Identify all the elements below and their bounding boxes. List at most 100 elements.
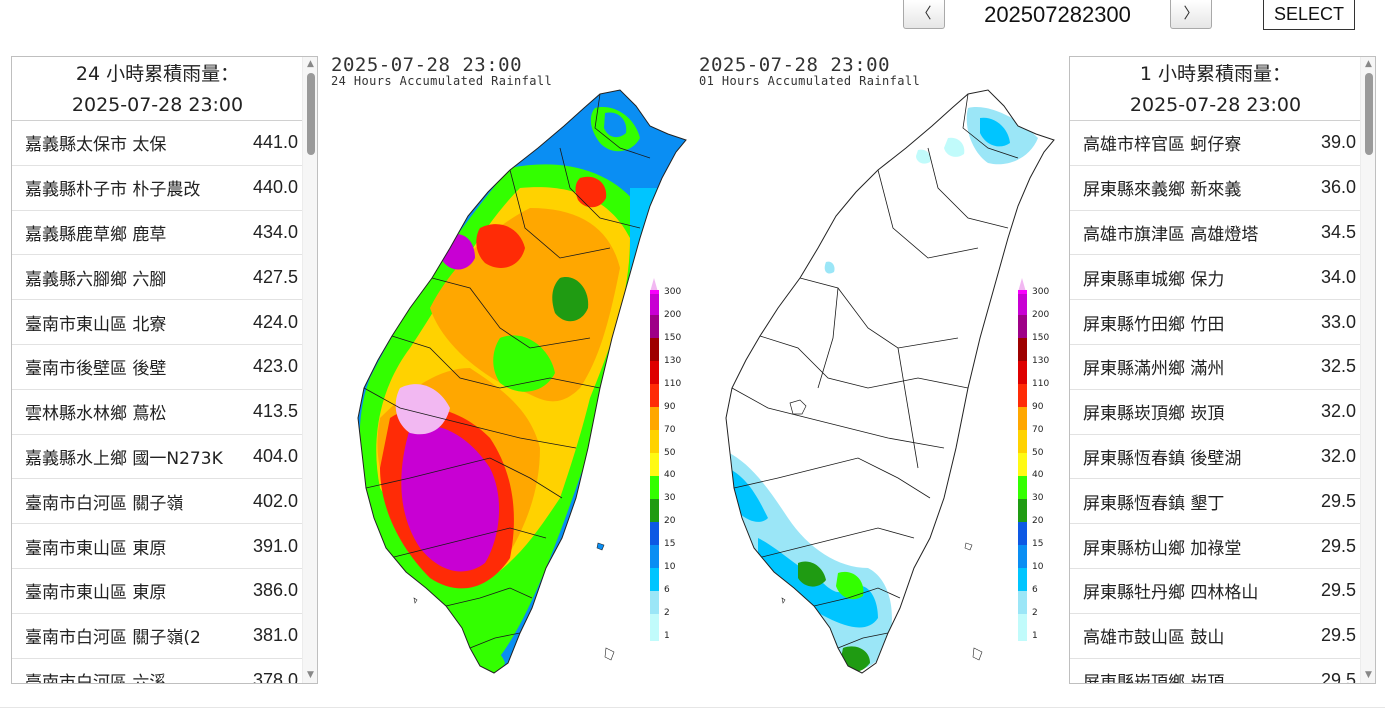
ranking-row[interactable]: 屏東縣牡丹鄉 四林格山 29.5 xyxy=(1070,569,1361,614)
rainfall-value: 32.0 xyxy=(1320,445,1356,466)
ranking-row[interactable]: 臺南市白河區 關子嶺(2 381.0 xyxy=(12,614,303,659)
rainfall-value: 29.5 xyxy=(1320,669,1356,684)
station-name: 屏東縣車城鄉 保力 xyxy=(1083,269,1225,290)
legend-label: 15 xyxy=(1032,539,1044,550)
rainfall-value: 413.5 xyxy=(252,401,298,422)
legend-swatch xyxy=(1018,452,1027,476)
ranking-row[interactable]: 屏東縣竹田鄉 竹田 33.0 xyxy=(1070,300,1361,345)
rainfall-value: 34.5 xyxy=(1320,221,1356,242)
station-name: 嘉義縣太保市 太保 xyxy=(25,135,167,156)
ranking-list-24h[interactable]: 嘉義縣太保市 太保 441.0 嘉義縣朴子市 朴子農改 440.0 嘉義縣鹿草鄉 鹿草 4… xyxy=(12,121,303,684)
ranking-row[interactable]: 嘉義縣鹿草鄉 鹿草 434.0 xyxy=(12,211,303,256)
legend-swatch xyxy=(1018,475,1027,499)
legend-label: 200 xyxy=(664,309,682,320)
ranking-row[interactable]: 嘉義縣朴子市 朴子農改 440.0 xyxy=(12,166,303,211)
ranking-row[interactable]: 屏東縣枋山鄉 加祿堂 29.5 xyxy=(1070,524,1361,569)
station-name: 嘉義縣六腳鄉 六腳 xyxy=(25,269,167,290)
scrollbar-24h[interactable]: ▲ ▼ xyxy=(302,57,317,683)
station-name: 屏東縣來義鄉 新來義 xyxy=(1083,180,1242,201)
rainfall-value: 29.5 xyxy=(1320,580,1356,601)
legend-label: 1 xyxy=(664,631,670,641)
station-name: 屏東縣竹田鄉 竹田 xyxy=(1083,314,1225,335)
legend-label: 10 xyxy=(664,562,676,573)
station-name: 屏東縣枋山鄉 加祿堂 xyxy=(1083,538,1242,559)
legend-swatch xyxy=(1018,429,1027,454)
station-name: 嘉義縣水上鄉 國一N273K xyxy=(25,448,223,469)
ranking-row[interactable]: 臺南市後壁區 後壁 423.0 xyxy=(12,345,303,390)
station-name: 屏東縣牡丹鄉 四林格山 xyxy=(1083,583,1259,604)
scroll-up-arrow-icon[interactable]: ▲ xyxy=(307,59,314,69)
next-time-button[interactable]: 〉 xyxy=(1170,0,1212,29)
ranking-row[interactable]: 屏東縣恆春鎮 墾丁 29.5 xyxy=(1070,479,1361,525)
rainfall-value: 378.0 xyxy=(252,669,298,684)
legend-swatch xyxy=(1018,290,1027,294)
station-name: 臺南市後壁區 後壁 xyxy=(25,359,167,380)
legend-swatch xyxy=(650,383,659,408)
panel-title-1h-line1: 1 小時累積雨量： xyxy=(1139,63,1292,85)
ranking-list-1h[interactable]: 高雄市梓官區 蚵仔寮 39.0 屏東縣來義鄉 新來義 36.0 高雄市旗津區 高雄燈塔 3… xyxy=(1070,121,1361,684)
ranking-panel-1h[interactable]: 1 小時累積雨量： 2025-07-28 23:00 高雄市梓官區 蚵仔寮 39.… xyxy=(1069,56,1376,684)
previous-time-button[interactable]: 〈 xyxy=(903,0,945,29)
select-button[interactable]: SELECT xyxy=(1263,0,1355,30)
legend-label: 50 xyxy=(664,447,676,458)
station-name: 高雄市旗津區 高雄燈塔 xyxy=(1083,224,1259,245)
legend-swatch xyxy=(1018,613,1027,637)
ranking-row[interactable]: 臺南市東山區 東原 386.0 xyxy=(12,569,303,614)
scroll-thumb[interactable] xyxy=(1365,73,1373,155)
map-1h-title-block: 2025-07-28 23:00 01 Hours Accumulated Ra… xyxy=(699,55,920,88)
station-name: 高雄市鼓山區 鼓山 xyxy=(1083,628,1225,649)
ranking-row[interactable]: 雲林縣水林鄉 蔦松 413.5 xyxy=(12,390,303,435)
rainfall-value: 29.5 xyxy=(1320,490,1356,511)
ranking-row[interactable]: 嘉義縣太保市 太保 441.0 xyxy=(12,121,303,166)
legend-label: 6 xyxy=(664,585,670,596)
legend-swatch xyxy=(1018,567,1027,591)
ranking-row[interactable]: 屏東縣恆春鎮 後壁湖 32.0 xyxy=(1070,435,1361,480)
ranking-row[interactable]: 臺南市東山區 東原 391.0 xyxy=(12,524,303,569)
rainfall-value: 33.0 xyxy=(1320,311,1356,332)
ranking-row[interactable]: 高雄市鼓山區 鼓山 29.5 xyxy=(1070,614,1361,659)
ranking-row[interactable]: 高雄市梓官區 蚵仔寮 39.0 xyxy=(1070,121,1361,166)
scroll-up-arrow-icon[interactable]: ▲ xyxy=(1365,59,1372,69)
ranking-row[interactable]: 高雄市旗津區 高雄燈塔 34.5 xyxy=(1070,211,1361,256)
legend-swatch xyxy=(650,567,659,591)
ranking-row[interactable]: 屏東縣滿州鄉 滿州 32.5 xyxy=(1070,345,1361,390)
station-name: 臺南市白河區 六溪 xyxy=(25,672,167,684)
ranking-row[interactable]: 嘉義縣六腳鄉 六腳 427.5 xyxy=(12,255,303,301)
scrollbar-1h[interactable]: ▲ ▼ xyxy=(1360,57,1375,683)
bottom-divider xyxy=(0,707,1385,708)
map-1h-subtitle: 01 Hours Accumulated Rainfall xyxy=(699,74,921,88)
legend-swatch xyxy=(650,475,659,499)
rainfall-value: 39.0 xyxy=(1320,132,1356,153)
ranking-row[interactable]: 屏東縣車城鄉 保力 34.0 xyxy=(1070,255,1361,301)
rainfall-value: 404.0 xyxy=(252,445,298,466)
ranking-panel-24h[interactable]: 24 小時累積雨量： 2025-07-28 23:00 嘉義縣太保市 太保 441… xyxy=(11,56,318,684)
legend-swatch xyxy=(650,452,659,476)
legend-label: 70 xyxy=(1032,424,1044,435)
ranking-row[interactable]: 屏東縣崁頂鄉 崁頂 32.0 xyxy=(1070,390,1361,435)
ranking-row[interactable]: 臺南市白河區 關子嶺 402.0 xyxy=(12,479,303,525)
ranking-row[interactable]: 臺南市東山區 北寮 424.0 xyxy=(12,300,303,345)
legend-top-arrow xyxy=(650,278,658,292)
panel-title-24h-line1: 24 小時累積雨量： xyxy=(75,63,240,85)
scroll-down-arrow-icon[interactable]: ▼ xyxy=(1365,670,1372,680)
legend-label: 90 xyxy=(664,401,676,412)
scroll-down-arrow-icon[interactable]: ▼ xyxy=(307,670,314,680)
legend-label: 110 xyxy=(1032,378,1050,389)
legend-swatch xyxy=(1018,406,1027,431)
scroll-thumb[interactable] xyxy=(307,73,315,155)
panel-title-1h: 1 小時累積雨量： 2025-07-28 23:00 xyxy=(1070,57,1361,121)
legend-swatch xyxy=(650,498,659,522)
panel-title-1h-line2: 2025-07-28 23:00 xyxy=(1129,94,1302,116)
rainfall-value: 386.0 xyxy=(252,580,298,601)
ranking-row[interactable]: 屏東縣來義鄉 新來義 36.0 xyxy=(1070,166,1361,211)
panel-title-24h: 24 小時累積雨量： 2025-07-28 23:00 xyxy=(12,57,303,121)
ranking-row[interactable]: 臺南市白河區 六溪 378.0 xyxy=(12,659,303,684)
rainfall-value: 424.0 xyxy=(252,311,298,332)
legend-label: 50 xyxy=(1032,447,1044,458)
legend-swatch xyxy=(1018,544,1027,568)
ranking-row[interactable]: 屏東縣崁頂鄉 崁頂 29.5 xyxy=(1070,659,1361,684)
rainfall-value: 441.0 xyxy=(252,132,298,153)
ranking-row[interactable]: 嘉義縣水上鄉 國一N273K 404.0 xyxy=(12,435,303,480)
legend-label: 40 xyxy=(664,470,676,481)
station-name: 雲林縣水林鄉 蔦松 xyxy=(25,404,167,425)
